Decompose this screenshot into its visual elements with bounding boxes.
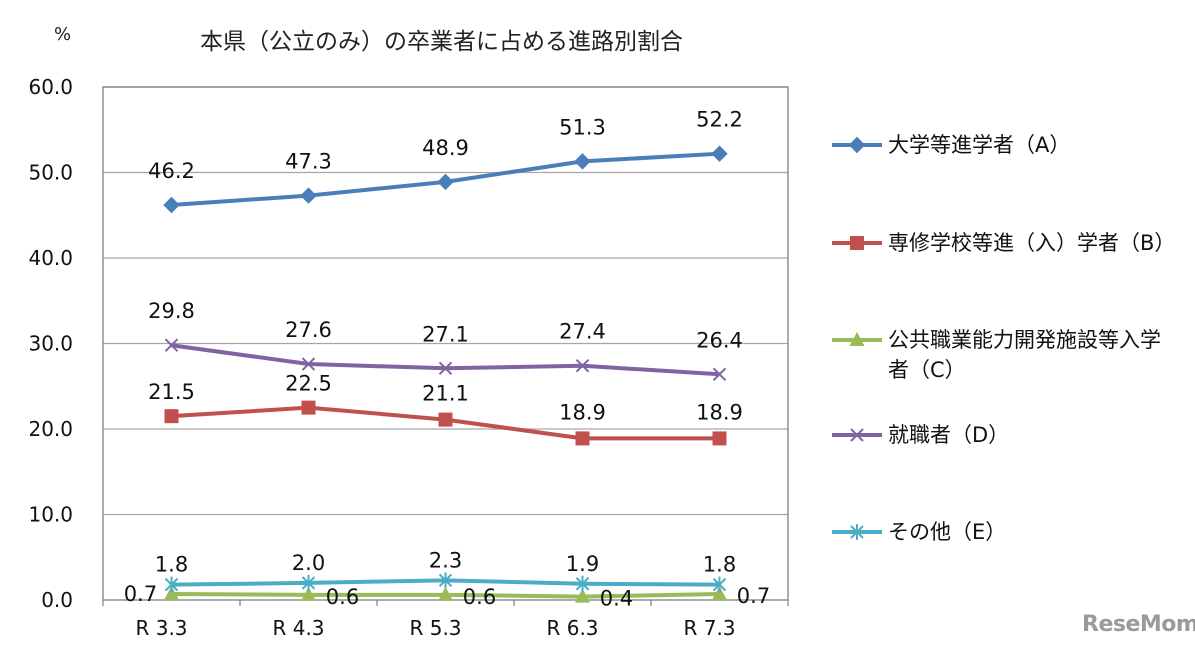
data-point [301, 357, 316, 371]
data-label: 21.5 [148, 380, 195, 404]
legend-marker [848, 136, 866, 154]
chart-title: 本県（公立のみ）の卒業者に占める進路別割合 [200, 29, 683, 55]
legend-item: 就職者（D） [830, 420, 1178, 450]
data-point [164, 576, 179, 593]
legend-item: 公共職業能力開発施設等入学者（C） [830, 325, 1178, 385]
data-point [574, 153, 591, 170]
data-point [575, 575, 590, 592]
data-point [575, 588, 590, 603]
legend-marker [850, 236, 864, 250]
data-point [438, 412, 453, 427]
data-point [164, 409, 179, 424]
legend-symbol [832, 332, 882, 346]
data-label: 27.6 [285, 318, 332, 342]
y-axis-unit: % [54, 24, 72, 45]
data-label: 0.6 [463, 585, 496, 609]
legend-symbol [832, 428, 882, 442]
legend-marker [850, 428, 864, 442]
data-label: 1.9 [566, 552, 599, 576]
data-point [712, 431, 727, 446]
series-d: 29.8 27.6 27.1 27.4 26.4 [148, 299, 743, 381]
y-tick-label: 30.0 [28, 332, 73, 356]
data-point [163, 196, 180, 214]
data-label: 22.5 [285, 372, 332, 396]
series-a: 46.2 47.3 48.9 51.3 52.2 [148, 108, 743, 214]
data-point [301, 574, 316, 591]
data-point [300, 187, 317, 204]
x-tick-label: R 3.3 [135, 616, 187, 640]
data-point [437, 173, 454, 191]
legend-item: 専修学校等進（入）学者（B） [830, 228, 1178, 258]
data-point [711, 145, 728, 162]
data-point [575, 359, 590, 373]
data-label: 51.3 [559, 115, 606, 139]
legend-item: その他（E） [830, 517, 1178, 547]
legend-label: 大学等進学者（A） [888, 133, 1071, 157]
data-point [438, 361, 453, 376]
data-point [712, 367, 727, 381]
legend-symbol [832, 524, 882, 540]
data-point [301, 586, 316, 601]
data-label: 27.1 [422, 322, 469, 346]
data-label: 26.4 [696, 328, 743, 352]
y-tick-label: 50.0 [28, 161, 73, 185]
x-tick-label: R 6.3 [546, 616, 598, 640]
data-label: 48.9 [422, 136, 469, 160]
data-label: 47.3 [285, 150, 332, 174]
y-tick-label: 0.0 [41, 588, 73, 612]
legend-symbol [832, 136, 882, 154]
data-label: 46.2 [148, 159, 195, 183]
x-tick-label: R 7.3 [683, 616, 735, 640]
data-point [438, 572, 453, 589]
x-tick-label: R 5.3 [409, 616, 461, 640]
legend-marker [850, 524, 864, 540]
data-label: 18.9 [559, 400, 606, 424]
data-point [164, 586, 179, 601]
data-label: 0.7 [737, 584, 770, 608]
series-line [171, 343, 720, 377]
chart-legend: 大学等進学者（A） 専修学校等進（入）学者（B） 公共職業能力開発施設等入学者（C）… [830, 0, 1190, 560]
data-label: 0.4 [600, 587, 633, 611]
data-label: 1.8 [155, 553, 188, 577]
data-label: 0.6 [326, 585, 359, 609]
y-tick-label: 20.0 [28, 417, 73, 441]
data-label: 27.4 [559, 320, 606, 344]
data-point [712, 586, 727, 601]
legend-label: 公共職業能力開発施設等入学者（C） [888, 328, 1161, 382]
legend-label: 就職者（D） [888, 423, 1010, 447]
data-label: 52.2 [696, 108, 743, 132]
series-e: 1.8 2.0 2.3 1.9 1.8 [155, 548, 736, 593]
series-c: 0.7 0.6 0.6 0.4 0.7 [124, 582, 770, 611]
legend-symbol [832, 236, 882, 250]
data-point [438, 586, 453, 601]
data-point [301, 400, 316, 415]
data-label: 29.8 [148, 299, 195, 323]
watermark-logo: ReseMom [1082, 612, 1195, 637]
data-label: 0.7 [124, 582, 157, 606]
y-tick-label: 10.0 [28, 503, 73, 527]
y-tick-label: 60.0 [28, 75, 73, 99]
legend-marker [849, 332, 865, 346]
data-point [164, 338, 179, 352]
data-point [575, 431, 590, 446]
x-tick-label: R 4.3 [272, 616, 324, 640]
data-label: 1.8 [703, 553, 736, 577]
data-label: 18.9 [696, 400, 743, 424]
data-label: 2.0 [292, 551, 325, 575]
data-label: 21.1 [422, 382, 469, 406]
legend-label: 専修学校等進（入）学者（B） [888, 231, 1176, 255]
legend-item: 大学等進学者（A） [830, 130, 1178, 160]
data-label: 2.3 [429, 548, 462, 572]
y-tick-label: 40.0 [28, 246, 73, 270]
series-b: 21.5 22.5 21.1 18.9 18.9 [148, 372, 743, 446]
data-point [712, 576, 727, 593]
legend-label: その他（E） [888, 520, 1007, 544]
